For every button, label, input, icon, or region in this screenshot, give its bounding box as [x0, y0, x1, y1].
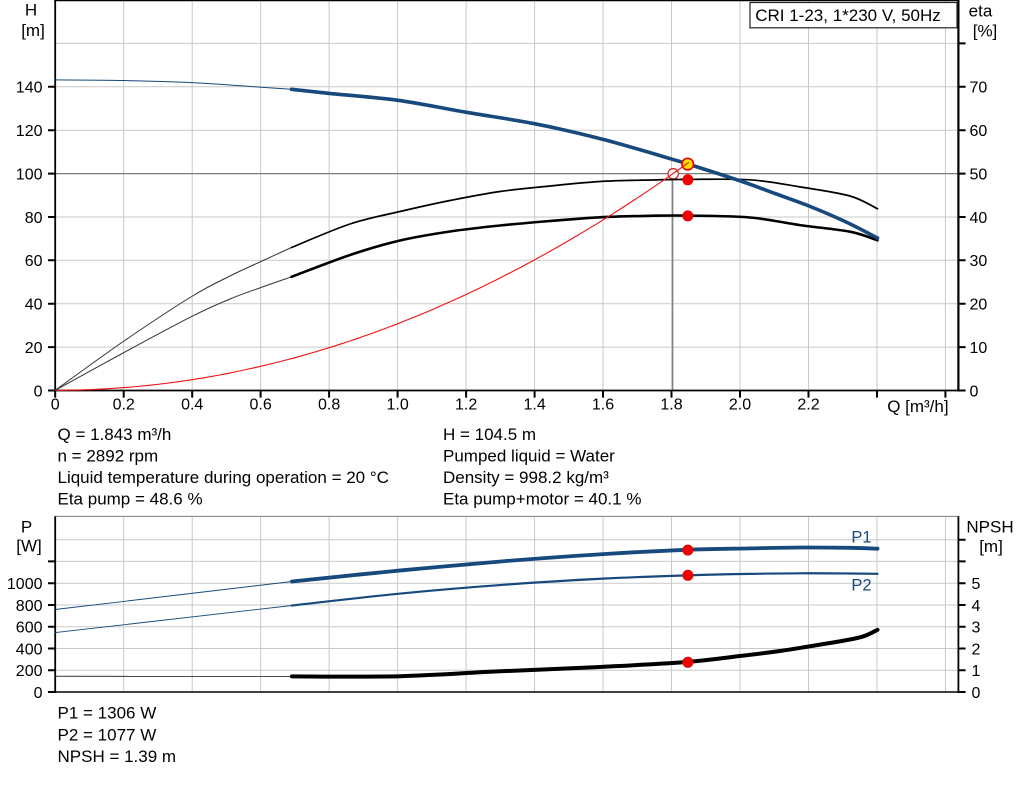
svg-text:1.0: 1.0: [386, 397, 408, 414]
svg-text:30: 30: [970, 253, 988, 270]
svg-text:[%]: [%]: [973, 22, 998, 41]
svg-text:1.2: 1.2: [455, 397, 477, 414]
svg-text:140: 140: [16, 80, 43, 97]
svg-text:0: 0: [51, 397, 60, 414]
svg-text:200: 200: [16, 663, 43, 680]
svg-text:600: 600: [16, 620, 43, 637]
svg-text:Q = 1.843 m³/h: Q = 1.843 m³/h: [58, 425, 172, 444]
svg-text:60: 60: [970, 123, 988, 140]
svg-text:3: 3: [972, 620, 981, 637]
svg-text:[W]: [W]: [16, 537, 42, 556]
svg-text:0: 0: [970, 383, 979, 400]
svg-text:120: 120: [16, 123, 43, 140]
svg-text:70: 70: [970, 80, 988, 97]
svg-text:Eta pump = 48.6 %: Eta pump = 48.6 %: [58, 490, 203, 509]
svg-text:2.0: 2.0: [729, 397, 751, 414]
svg-text:4: 4: [972, 598, 981, 615]
svg-text:eta: eta: [969, 2, 993, 21]
svg-text:1.6: 1.6: [592, 397, 614, 414]
svg-text:P: P: [21, 518, 32, 537]
svg-text:P2 = 1077 W: P2 = 1077 W: [58, 725, 157, 744]
svg-text:P2: P2: [851, 576, 871, 594]
svg-text:0.4: 0.4: [181, 397, 203, 414]
svg-text:40: 40: [970, 210, 988, 227]
svg-text:1.4: 1.4: [523, 397, 545, 414]
svg-text:0: 0: [34, 383, 43, 400]
svg-text:10: 10: [970, 340, 988, 357]
svg-text:NPSH = 1.39 m: NPSH = 1.39 m: [58, 747, 177, 766]
svg-text:Pumped liquid = Water: Pumped liquid = Water: [443, 447, 615, 466]
svg-text:P1 = 1306 W: P1 = 1306 W: [58, 703, 157, 722]
svg-text:[m]: [m]: [21, 21, 45, 40]
svg-text:P1: P1: [851, 529, 871, 547]
svg-text:Density = 998.2 kg/m³: Density = 998.2 kg/m³: [443, 468, 609, 487]
svg-text:[m]: [m]: [979, 537, 1003, 556]
svg-text:1000: 1000: [7, 576, 43, 593]
svg-text:20: 20: [970, 297, 988, 314]
svg-text:0.2: 0.2: [113, 397, 135, 414]
svg-text:0.6: 0.6: [249, 397, 271, 414]
svg-text:H = 104.5 m: H = 104.5 m: [443, 425, 536, 444]
svg-text:H: H: [25, 1, 37, 20]
svg-text:80: 80: [25, 210, 43, 227]
svg-text:60: 60: [25, 253, 43, 270]
svg-text:800: 800: [16, 598, 43, 615]
svg-text:2: 2: [972, 641, 981, 658]
svg-text:20: 20: [25, 340, 43, 357]
svg-text:n = 2892 rpm: n = 2892 rpm: [58, 447, 159, 466]
svg-text:Liquid temperature during oper: Liquid temperature during operation = 20…: [58, 468, 389, 487]
svg-text:5: 5: [972, 576, 981, 593]
svg-text:400: 400: [16, 641, 43, 658]
svg-text:2.2: 2.2: [797, 397, 819, 414]
svg-text:0: 0: [34, 685, 43, 702]
svg-text:Q [m³/h]: Q [m³/h]: [887, 397, 948, 416]
svg-text:0: 0: [972, 685, 981, 702]
svg-text:CRI 1-23, 1*230 V, 50Hz: CRI 1-23, 1*230 V, 50Hz: [755, 6, 941, 25]
svg-text:0.8: 0.8: [318, 397, 340, 414]
svg-text:1: 1: [972, 663, 981, 680]
svg-text:50: 50: [970, 166, 988, 183]
svg-text:NPSH: NPSH: [966, 518, 1013, 537]
svg-text:40: 40: [25, 297, 43, 314]
svg-text:100: 100: [16, 166, 43, 183]
svg-text:1.8: 1.8: [660, 397, 682, 414]
svg-text:Eta pump+motor = 40.1 %: Eta pump+motor = 40.1 %: [443, 490, 641, 509]
